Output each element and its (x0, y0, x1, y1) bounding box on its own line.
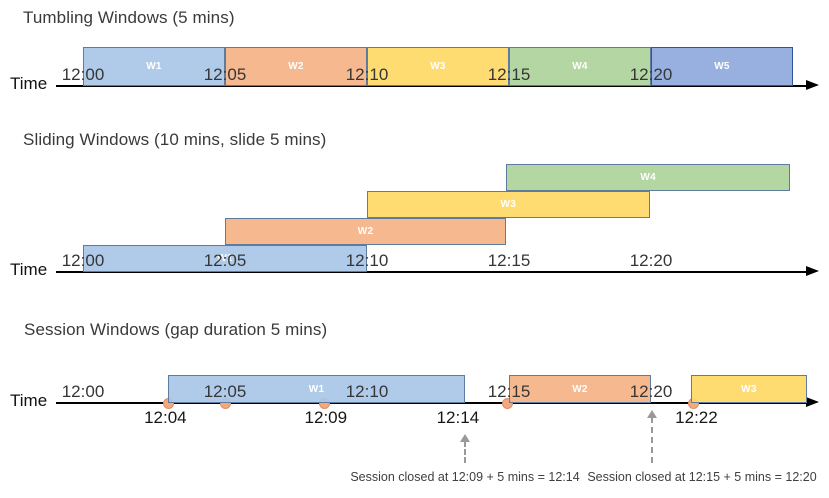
tumbling-window-label-w3: W3 (430, 61, 446, 72)
session-window-label-w2: W2 (572, 383, 588, 395)
session-annotation-arrow-line-1 (464, 441, 466, 463)
tumbling-tick-1215: 12:15 (487, 65, 531, 84)
session-window-w2: W2 (509, 375, 651, 403)
tumbling-timeline-arrowhead-icon (806, 80, 819, 90)
session-time-axis-label: Time (10, 391, 48, 410)
sliding-tick-1210: 12:10 (345, 251, 389, 270)
session-annotation-arrowhead-icon-1 (460, 434, 470, 442)
session-tick-1205: 12:05 (203, 382, 247, 401)
session-tick-1215: 12:15 (487, 382, 531, 401)
session-section-title: Session Windows (gap duration 5 mins) (24, 320, 328, 339)
tumbling-window-label-w5: W5 (714, 61, 730, 72)
session-timeline-arrowhead-icon (806, 397, 819, 407)
tumbling-time-axis-label: Time (10, 74, 48, 93)
session-tick-1220: 12:20 (629, 382, 673, 401)
tumbling-window-w3: W3 (367, 47, 509, 86)
tumbling-window-label-w1: W1 (146, 61, 162, 72)
tumbling-section-title: Tumbling Windows (5 mins) (23, 8, 235, 27)
sliding-timeline (56, 271, 808, 273)
session-window-w1: W1 (168, 375, 465, 403)
sliding-window-label-w4: W4 (640, 172, 656, 183)
session-timeline (56, 402, 808, 404)
sliding-tick-1200: 12:00 (61, 251, 105, 270)
sliding-window-w4: W4 (506, 164, 791, 191)
tumbling-window-w1: W1 (83, 47, 225, 86)
sliding-tick-1215: 12:15 (487, 251, 531, 270)
tumbling-window-label-w4: W4 (572, 61, 588, 72)
sliding-window-w2: W2 (225, 218, 507, 245)
sliding-time-axis-label: Time (10, 260, 48, 279)
tumbling-window-label-w2: W2 (288, 61, 304, 72)
session-window-label-w1: W1 (308, 383, 325, 395)
tumbling-tick-1220: 12:20 (629, 65, 673, 84)
tumbling-window-w4: W4 (509, 47, 651, 86)
sliding-window-w1: W1 (83, 245, 367, 272)
tumbling-tick-1200: 12:00 (61, 65, 105, 84)
session-event-label-1214: 12:14 (436, 408, 480, 427)
session-event-label-1222: 12:22 (675, 408, 718, 427)
session-tick-1210: 12:10 (345, 382, 389, 401)
sliding-section-title: Sliding Windows (10 mins, slide 5 mins) (23, 130, 327, 149)
tumbling-tick-1205: 12:05 (203, 65, 247, 84)
sliding-window-label-w1: W1 (217, 253, 233, 264)
session-annotation-arrow-line-2 (651, 417, 653, 463)
sliding-timeline-arrowhead-icon (806, 266, 819, 276)
sliding-tick-1205: 12:05 (203, 251, 247, 270)
sliding-tick-1220: 12:20 (629, 251, 673, 270)
session-event-label-1204: 12:04 (144, 408, 187, 427)
session-window-w3: W3 (690, 375, 808, 403)
session-tick-1200: 12:00 (61, 382, 105, 401)
sliding-window-label-w3: W3 (500, 199, 517, 210)
sliding-window-w3: W3 (367, 191, 650, 218)
session-closed-annotation-2: Session closed at 12:15 + 5 mins = 12:20 (587, 470, 817, 484)
session-window-label-w3: W3 (741, 383, 757, 395)
session-event-label-1209: 12:09 (304, 408, 348, 427)
session-closed-annotation-1: Session closed at 12:09 + 5 mins = 12:14 (350, 470, 580, 484)
sliding-window-label-w2: W2 (357, 226, 374, 237)
session-annotation-arrowhead-icon-2 (647, 410, 657, 418)
tumbling-timeline (56, 85, 808, 87)
session-event-dot-4 (502, 397, 514, 409)
tumbling-tick-1210: 12:10 (345, 65, 389, 84)
tumbling-window-w2: W2 (225, 47, 367, 86)
tumbling-window-w5: W5 (651, 47, 793, 86)
